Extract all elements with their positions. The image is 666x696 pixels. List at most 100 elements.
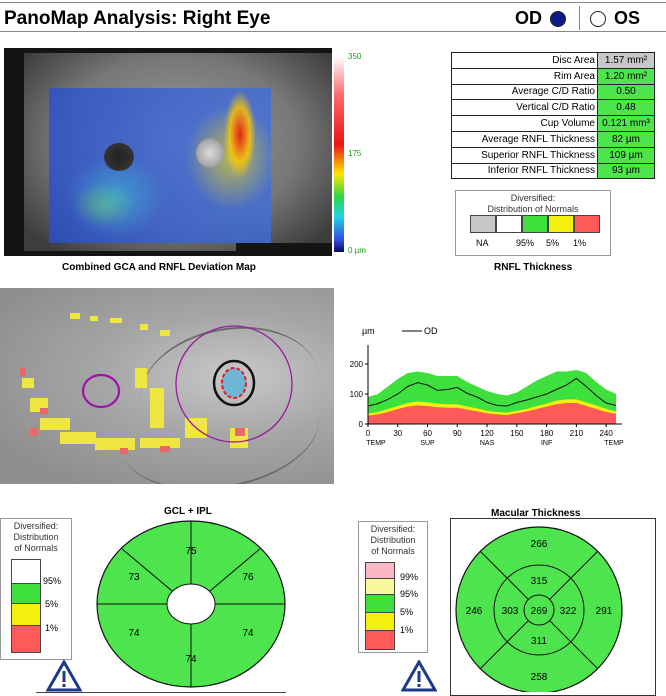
od-series-line	[367, 377, 617, 407]
disc-stats-table: Disc Area 1.57 mm² Rim Area 1.20 mm² Average…	[451, 52, 655, 180]
mac-inner-left: 303	[502, 606, 519, 617]
stats-label: Disc Area	[451, 52, 598, 69]
deviation-spot-yellow	[140, 324, 148, 330]
x-tick-label: 120	[480, 429, 494, 438]
mac-label-5: 5%	[400, 607, 414, 617]
stats-row: Vertical C/D Ratio 0.48	[451, 99, 655, 117]
stats-label: Cup Volume	[451, 115, 598, 132]
gcl-legend-line3: of Normals	[14, 543, 58, 553]
x-tick-label: 60	[423, 429, 432, 438]
gcl-divider-ur	[203, 547, 262, 597]
os-radio-icon[interactable]	[590, 10, 606, 27]
mac-divider-lr	[549, 620, 599, 670]
swatch-na	[470, 215, 496, 233]
gcl-swatch-white	[12, 560, 40, 584]
gcl-swatch-green	[12, 584, 40, 604]
eye-divider	[579, 6, 580, 30]
swatch-95	[496, 215, 522, 233]
gcl-legend: Diversified: Distribution of Normals 95%…	[0, 518, 72, 660]
gcl-swatch-red	[12, 626, 40, 652]
overlay-cutout	[236, 243, 332, 256]
gcl-sector-top: 75	[185, 546, 197, 557]
macular-warning-icon[interactable]	[401, 660, 437, 692]
mac-outer-bottom: 258	[531, 672, 548, 683]
stats-value: 0.50	[597, 83, 655, 101]
x-region-label: NAS	[480, 440, 495, 447]
scale-mid-label: 175	[348, 149, 362, 158]
legend-label-5: 5%	[546, 238, 560, 248]
mac-legend-title: Diversified: Distribution of Normals	[359, 524, 427, 557]
x-region-label: SUP	[420, 440, 435, 447]
series-legend-label: OD	[424, 326, 438, 336]
mac-swatch-pink	[366, 563, 394, 579]
legend-title-line2: Distribution of Normals	[487, 204, 579, 214]
band-1pct	[368, 403, 617, 424]
stats-row: Average RNFL Thickness 82 µm	[451, 130, 655, 148]
stats-value: 1.20 mm²	[597, 67, 655, 85]
rnfl-caption: RNFL Thickness	[494, 262, 573, 273]
deviation-spot-yellow	[135, 368, 147, 388]
mac-label-99: 99%	[400, 572, 419, 582]
macular-title: Macular Thickness	[491, 508, 581, 519]
stats-row: Inferior RNFL Thickness 93 µm	[451, 162, 655, 180]
mac-inner-top: 315	[531, 576, 548, 587]
gcl-label-95: 95%	[43, 576, 62, 586]
gcl-legend-line1: Diversified:	[13, 521, 59, 531]
stats-value: 82 µm	[597, 130, 655, 148]
stats-value: 109 µm	[597, 146, 655, 164]
gcl-sector-lower-left: 74	[128, 628, 140, 639]
legend-title-line1: Diversified:	[510, 193, 556, 203]
mac-divider-ul	[479, 550, 529, 600]
stats-row: Rim Area 1.20 mm²	[451, 67, 655, 85]
macular-etdrs-grid: 269 315 322 311 303 266 291 258 246	[455, 526, 623, 692]
mac-divider-ur	[549, 550, 599, 600]
stats-value: 0.48	[597, 99, 655, 117]
stats-row: Cup Volume 0.121 mm³	[451, 115, 655, 132]
mac-inner-right: 322	[560, 606, 577, 617]
deviation-spot-yellow	[70, 313, 80, 319]
gcl-sector-bottom: 74	[185, 654, 197, 665]
x-tick-label: 150	[510, 429, 524, 438]
scale-max-label: 350	[348, 52, 362, 61]
os-selector[interactable]: OS	[590, 8, 640, 29]
report-header: PanoMap Analysis: Right Eye OD OS	[0, 2, 666, 32]
x-region-label: INF	[541, 440, 552, 447]
gcl-ipl-title: GCL + IPL	[164, 506, 212, 517]
deviation-spot-yellow	[140, 438, 180, 448]
x-tick-label: 30	[393, 429, 402, 438]
fundus2-overlays	[81, 325, 293, 443]
od-selector[interactable]: OD	[515, 8, 566, 29]
tsnit-plot: µm OD 0 100 200 0 30 60 90 120 150 180 210 240 TEMP S…	[350, 326, 624, 447]
stats-row: Superior RNFL Thickness 109 µm	[451, 146, 655, 164]
deviation-spot-yellow	[40, 418, 70, 430]
deviation-spot-yellow	[150, 388, 164, 428]
deviation-spot-red	[120, 448, 128, 454]
gcl-sector-upper-left: 73	[128, 572, 140, 583]
od-radio-icon[interactable]	[550, 10, 566, 27]
stats-value: 1.57 mm²	[597, 52, 655, 69]
deviation-fundus-image[interactable]	[0, 288, 334, 484]
mac-legend-line3: of Normals	[371, 546, 415, 556]
deviation-spot-red	[235, 428, 245, 436]
deviation-spot-red	[160, 446, 170, 452]
mac-label-95: 95%	[400, 589, 419, 599]
deviation-spot-yellow	[90, 316, 98, 321]
deviation-spot-yellow	[95, 438, 135, 450]
gcl-divider-ul	[120, 547, 179, 597]
mac-swatch-red	[366, 631, 394, 649]
deviation-map-image[interactable]	[4, 48, 332, 256]
x-tick-label: 90	[453, 429, 462, 438]
stats-value: 0.121 mm³	[597, 115, 655, 132]
x-region-label: TEMP	[604, 440, 624, 447]
cup-outline	[221, 367, 247, 399]
bottom-rule	[36, 692, 286, 693]
stats-label: Inferior RNFL Thickness	[451, 162, 598, 180]
optic-disc	[196, 138, 224, 168]
deviation-spot-yellow	[60, 432, 96, 444]
gcl-warning-icon[interactable]	[46, 660, 82, 692]
thickness-overlay	[49, 88, 271, 243]
swatch-5	[522, 215, 548, 233]
mac-outer-right: 291	[596, 606, 613, 617]
gcl-legend-bar	[11, 559, 41, 653]
x-tick-label: 240	[599, 429, 613, 438]
